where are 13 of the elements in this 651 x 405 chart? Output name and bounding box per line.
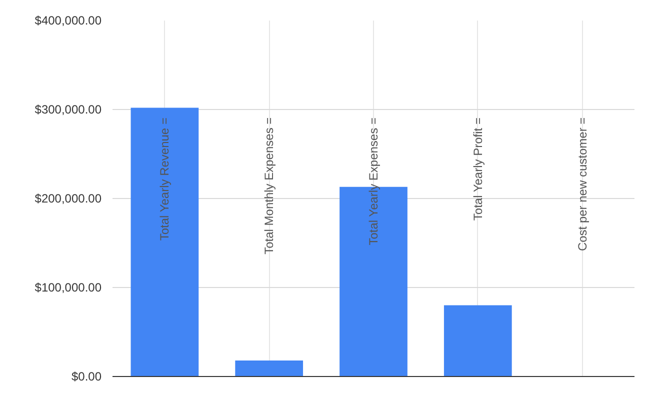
- y-tick-label: $100,000.00: [34, 280, 102, 294]
- bar: [130, 108, 199, 376]
- bar: [444, 305, 512, 376]
- x-tick-label: Total Monthly Expenses =: [262, 117, 276, 254]
- x-tick-label: Cost per new customer =: [575, 117, 590, 252]
- x-tick-label: Total Yearly Revenue =: [158, 118, 172, 241]
- x-tick-label: Total Yearly Profit =: [470, 118, 485, 221]
- y-tick-label: $0.00: [71, 370, 102, 384]
- y-tick-label: $400,000.00: [34, 14, 102, 28]
- x-tick-label: Total Yearly Expenses =: [366, 118, 380, 246]
- y-tick-label: $300,000.00: [34, 102, 102, 116]
- y-tick-label: $200,000.00: [34, 192, 102, 206]
- bar: [235, 360, 304, 376]
